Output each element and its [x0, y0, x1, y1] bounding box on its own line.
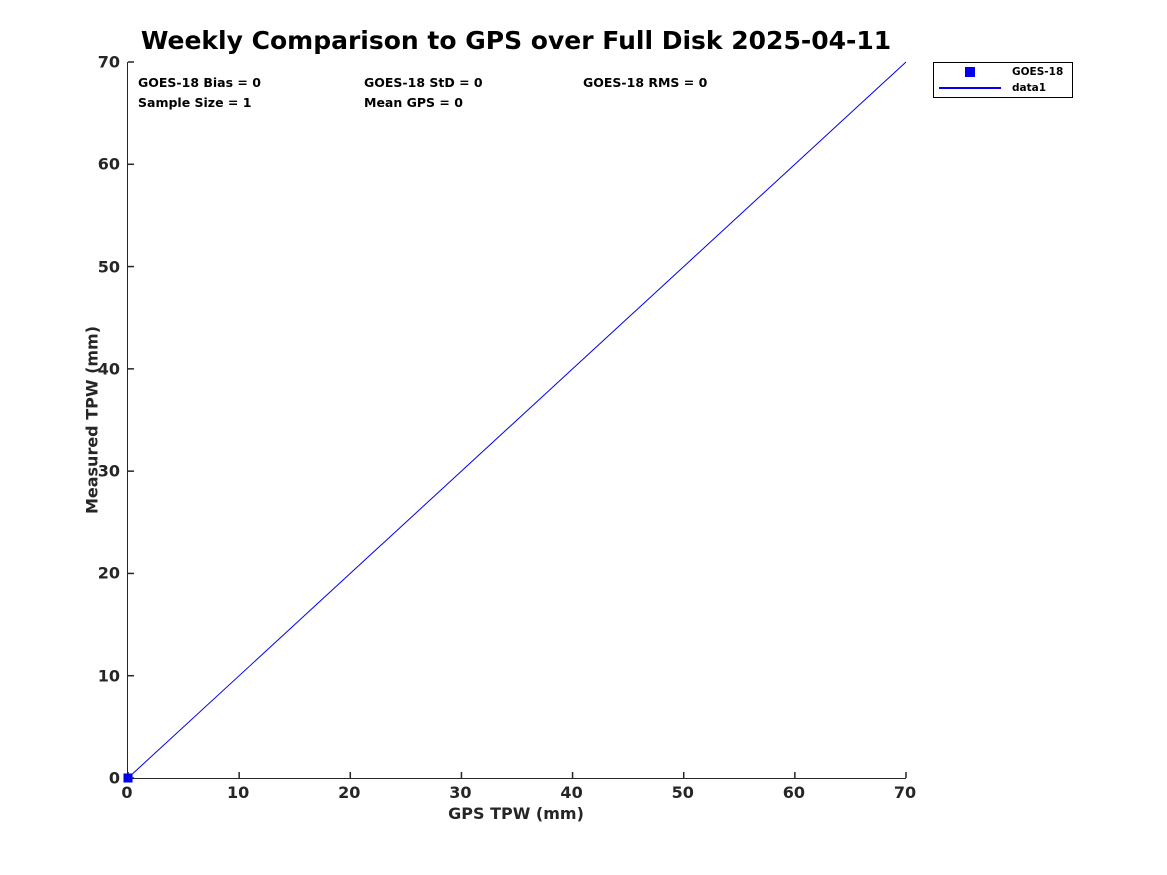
y-tick-label: 40	[97, 359, 120, 379]
y-tick-label: 20	[97, 563, 120, 583]
x-tick-label: 0	[121, 783, 133, 802]
x-tick-label: 30	[449, 783, 472, 802]
square-marker-icon	[965, 66, 975, 77]
x-axis-tick-labels: 0 10 20 30 40 50 60 70	[121, 783, 916, 803]
x-tick-label: 50	[671, 783, 694, 802]
legend-swatch-area	[934, 66, 1006, 77]
legend-entry-data1: data1	[934, 80, 1072, 96]
x-axis-label: GPS TPW (mm)	[448, 804, 584, 823]
y-axis-tick-labels: 70 60 50 40 30 20 10 0	[0, 53, 120, 788]
x-tick-label: 60	[782, 783, 805, 802]
line-swatch-icon	[939, 87, 1001, 90]
annotation-mean-gps: Mean GPS = 0	[364, 95, 463, 110]
y-tick-label: 30	[97, 461, 120, 481]
y-tick-label: 60	[97, 154, 120, 174]
y-tick-label: 10	[97, 666, 120, 686]
chart-title: Weekly Comparison to GPS over Full Disk …	[140, 26, 892, 55]
x-tick-label: 10	[227, 783, 250, 802]
x-tick-label: 20	[338, 783, 361, 802]
legend-entry-goes18: GOES-18	[934, 64, 1072, 80]
legend: GOES-18 data1	[933, 62, 1073, 98]
y-tick-label: 50	[97, 257, 120, 277]
plot-canvas	[128, 62, 906, 778]
x-tick-label: 40	[560, 783, 583, 802]
y-tick-label: 0	[108, 768, 120, 788]
annotation-bias: GOES-18 Bias = 0	[138, 75, 261, 90]
legend-swatch-area	[934, 87, 1006, 90]
annotation-sample-size: Sample Size = 1	[138, 95, 252, 110]
legend-label-data1: data1	[1012, 82, 1047, 95]
annotation-std: GOES-18 StD = 0	[364, 75, 483, 90]
scatter-marker	[123, 773, 133, 783]
legend-label-goes18: GOES-18	[1012, 65, 1064, 78]
annotation-rms: GOES-18 RMS = 0	[583, 75, 708, 90]
y-tick-label: 70	[97, 52, 120, 72]
plot-area: GOES-18 Bias = 0 GOES-18 StD = 0 GOES-18…	[127, 62, 906, 779]
identity-line	[128, 62, 906, 778]
x-tick-label: 70	[893, 783, 917, 802]
